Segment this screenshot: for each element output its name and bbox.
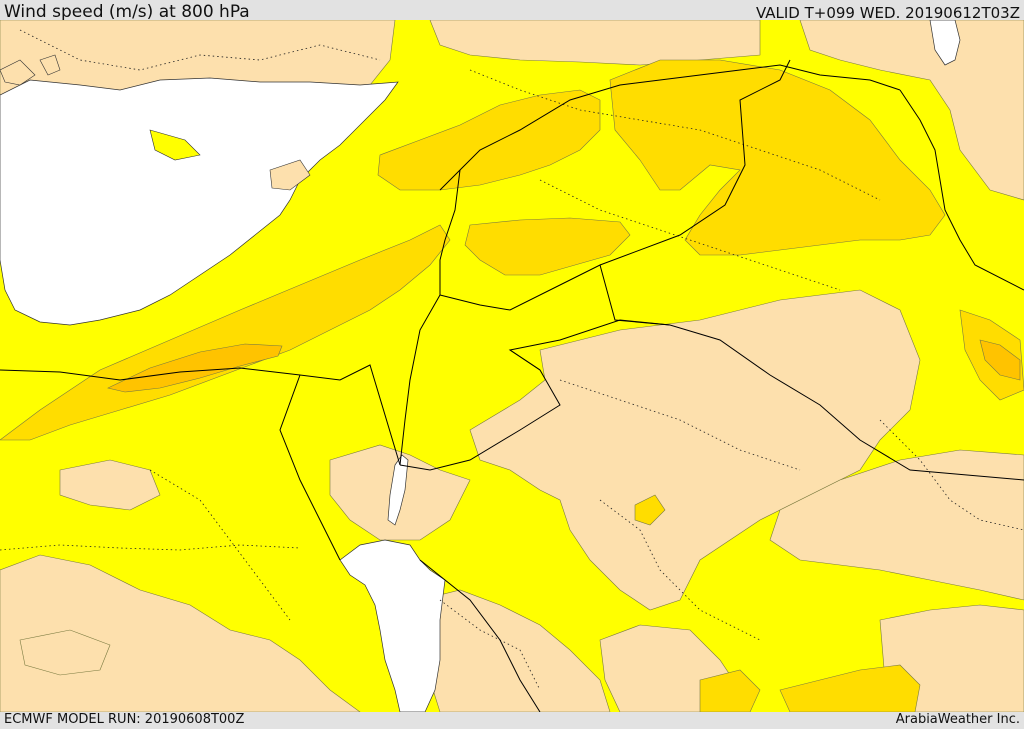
max-speed-band — [107, 339, 1021, 393]
admin-lines — [0, 29, 1024, 691]
model-run-label: ECMWF MODEL RUN: 20190608T00Z — [4, 712, 245, 727]
seas — [0, 20, 961, 712]
credit-label: ArabiaWeather Inc. — [895, 712, 1020, 727]
gulf-of-aqaba — [387, 454, 409, 526]
bottom-bar: ECMWF MODEL RUN: 20190608T00Z ArabiaWeat… — [0, 712, 1024, 729]
valid-time: VALID T+099 WED. 20190612T03Z — [755, 4, 1020, 22]
low-speed-regions — [0, 20, 1024, 712]
national-borders — [0, 59, 1024, 712]
map-canvas — [0, 20, 1024, 712]
red-sea — [339, 539, 446, 712]
wind-speed-map[interactable] — [0, 20, 1024, 712]
caspian-fragment — [929, 20, 961, 66]
aegean-islands — [0, 54, 311, 191]
map-title: Wind speed (m/s) at 800 hPa — [4, 2, 250, 22]
